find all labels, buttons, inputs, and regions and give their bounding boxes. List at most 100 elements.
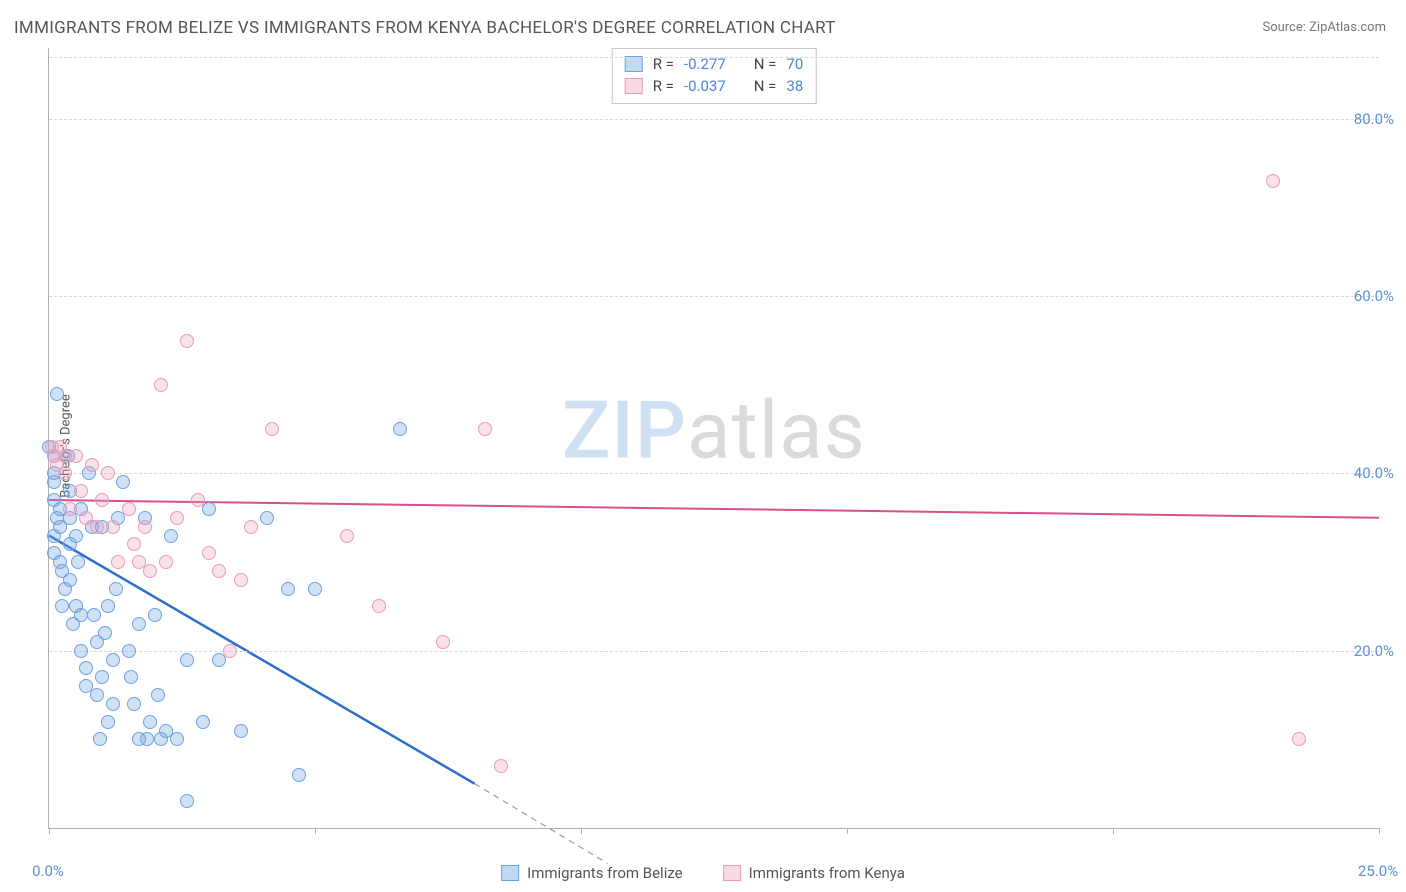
gridline [49, 296, 1379, 297]
data-point [58, 466, 72, 480]
legend-label-kenya: Immigrants from Kenya [749, 864, 905, 882]
data-point [212, 564, 226, 578]
data-point [143, 564, 157, 578]
data-point [234, 573, 248, 587]
data-point [1266, 174, 1280, 188]
data-point [154, 378, 168, 392]
data-point [132, 617, 146, 631]
data-point [93, 732, 107, 746]
data-point [196, 715, 210, 729]
data-point [95, 493, 109, 507]
data-point [63, 573, 77, 587]
data-point [151, 688, 165, 702]
data-point [74, 644, 88, 658]
data-point [138, 520, 152, 534]
data-point [122, 502, 136, 516]
x-tick [49, 828, 50, 834]
data-point [109, 582, 123, 596]
data-point [244, 520, 258, 534]
data-point [87, 608, 101, 622]
watermark: ZIPatlas [562, 383, 866, 477]
data-point [127, 697, 141, 711]
data-point [164, 529, 178, 543]
swatch-pink-icon [625, 78, 643, 94]
data-point [393, 422, 407, 436]
data-point [170, 732, 184, 746]
data-point [180, 653, 194, 667]
data-point [69, 529, 83, 543]
legend-item-belize: Immigrants from Belize [501, 864, 683, 882]
y-tick-label: 20.0% [1354, 642, 1394, 660]
trend-lines [49, 48, 1379, 828]
data-point [95, 670, 109, 684]
data-point [292, 768, 306, 782]
data-point [180, 334, 194, 348]
data-point [63, 502, 77, 516]
legend-item-kenya: Immigrants from Kenya [723, 864, 905, 882]
stat-r-label: R = [653, 77, 674, 95]
y-tick-label: 60.0% [1354, 287, 1394, 305]
data-point [98, 626, 112, 640]
data-point [478, 422, 492, 436]
data-point [1292, 732, 1306, 746]
legend-label-belize: Immigrants from Belize [527, 864, 683, 882]
gridline [49, 651, 1379, 652]
swatch-pink-icon [723, 865, 741, 881]
data-point [436, 635, 450, 649]
data-point [372, 599, 386, 613]
data-point [116, 475, 130, 489]
data-point [265, 422, 279, 436]
data-point [79, 661, 93, 675]
y-tick-label: 80.0% [1354, 110, 1394, 128]
data-point [106, 653, 120, 667]
x-tick-label: 0.0% [32, 862, 64, 880]
data-point [494, 759, 508, 773]
data-point [101, 715, 115, 729]
stat-row-kenya: R = -0.037 N = 38 [625, 75, 804, 97]
data-point [71, 555, 85, 569]
data-point [55, 599, 69, 613]
data-point [159, 555, 173, 569]
chart-title: IMMIGRANTS FROM BELIZE VS IMMIGRANTS FRO… [14, 18, 836, 38]
data-point [122, 644, 136, 658]
data-point [74, 608, 88, 622]
x-tick [1113, 828, 1114, 834]
data-point [85, 458, 99, 472]
data-point [234, 724, 248, 738]
x-tick [847, 828, 848, 834]
data-point [106, 520, 120, 534]
data-point [101, 599, 115, 613]
swatch-blue-icon [501, 865, 519, 881]
data-point [223, 644, 237, 658]
data-point [260, 511, 274, 525]
x-tick [581, 828, 582, 834]
data-point [90, 520, 104, 534]
data-point [111, 555, 125, 569]
stat-n-label: N = [754, 77, 777, 95]
data-point [340, 529, 354, 543]
x-tick [315, 828, 316, 834]
data-point [148, 608, 162, 622]
gridline [49, 473, 1379, 474]
data-point [308, 582, 322, 596]
data-point [170, 511, 184, 525]
source-label: Source: ZipAtlas.com [1262, 20, 1386, 35]
watermark-zip: ZIP [562, 383, 687, 477]
data-point [191, 493, 205, 507]
data-point [202, 546, 216, 560]
gridline [49, 119, 1379, 120]
data-point [127, 537, 141, 551]
watermark-atlas: atlas [687, 383, 866, 477]
data-point [101, 466, 115, 480]
chart-plot-area: ZIPatlas R = -0.277 N = 70 R = -0.037 N … [48, 48, 1379, 829]
stat-n-kenya: 38 [786, 77, 803, 95]
data-point [69, 449, 83, 463]
series-legend: Immigrants from Belize Immigrants from K… [501, 864, 905, 882]
gridline [49, 57, 1379, 58]
data-point [90, 688, 104, 702]
data-point [74, 484, 88, 498]
x-tick [1379, 828, 1380, 834]
data-point [281, 582, 295, 596]
data-point [124, 670, 138, 684]
data-point [106, 697, 120, 711]
